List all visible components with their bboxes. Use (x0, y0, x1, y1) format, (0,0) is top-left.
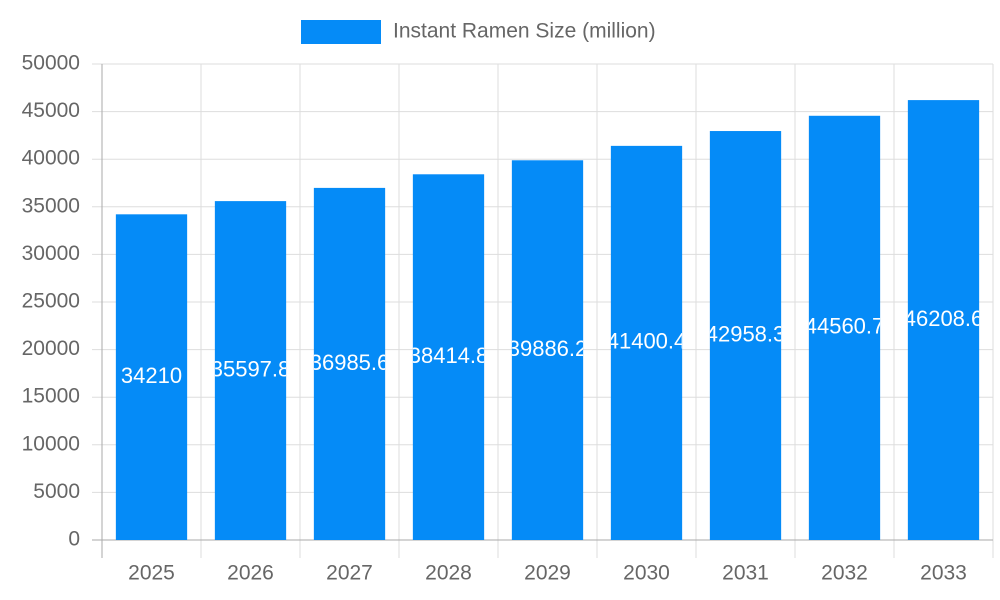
data-label: 46208.6 (904, 306, 984, 331)
x-tick-label: 2031 (722, 562, 769, 585)
x-tick-label: 2026 (227, 562, 274, 585)
bar (709, 131, 782, 540)
y-tick-label: 25000 (22, 290, 80, 313)
y-tick-label: 50000 (22, 52, 80, 75)
bar (610, 145, 683, 540)
y-tick-label: 0 (68, 528, 80, 551)
x-tick-label: 2029 (524, 562, 571, 585)
data-label: 36985.6 (310, 350, 390, 375)
bar (214, 201, 287, 540)
y-tick-label: 20000 (22, 337, 80, 360)
bar (412, 174, 485, 540)
y-tick-label: 5000 (33, 480, 80, 503)
x-tick-label: 2025 (128, 562, 175, 585)
bar (511, 160, 584, 540)
x-tick-label: 2032 (821, 562, 868, 585)
y-tick-label: 35000 (22, 194, 80, 217)
data-label: 42958.3 (706, 321, 786, 346)
x-tick-label: 2028 (425, 562, 472, 585)
x-tick-label: 2027 (326, 562, 373, 585)
bar (313, 187, 386, 540)
data-label: 44560.7 (805, 314, 885, 339)
data-label: 41400.4 (607, 329, 687, 354)
y-tick-label: 10000 (22, 432, 80, 455)
y-tick-label: 15000 (22, 385, 80, 408)
x-tick-label: 2033 (920, 562, 967, 585)
legend-label: Instant Ramen Size (million) (393, 20, 656, 43)
x-tick-label: 2030 (623, 562, 670, 585)
y-tick-label: 45000 (22, 99, 80, 122)
y-tick-label: 40000 (22, 147, 80, 170)
y-tick-label: 30000 (22, 242, 80, 265)
data-label: 35597.8 (211, 356, 291, 381)
bar (115, 214, 188, 540)
bar (907, 100, 980, 541)
data-label: 34210 (121, 363, 182, 388)
data-label: 38414.8 (409, 343, 489, 368)
legend-swatch (301, 20, 381, 44)
bar (808, 115, 881, 540)
data-label: 39886.2 (508, 336, 588, 361)
